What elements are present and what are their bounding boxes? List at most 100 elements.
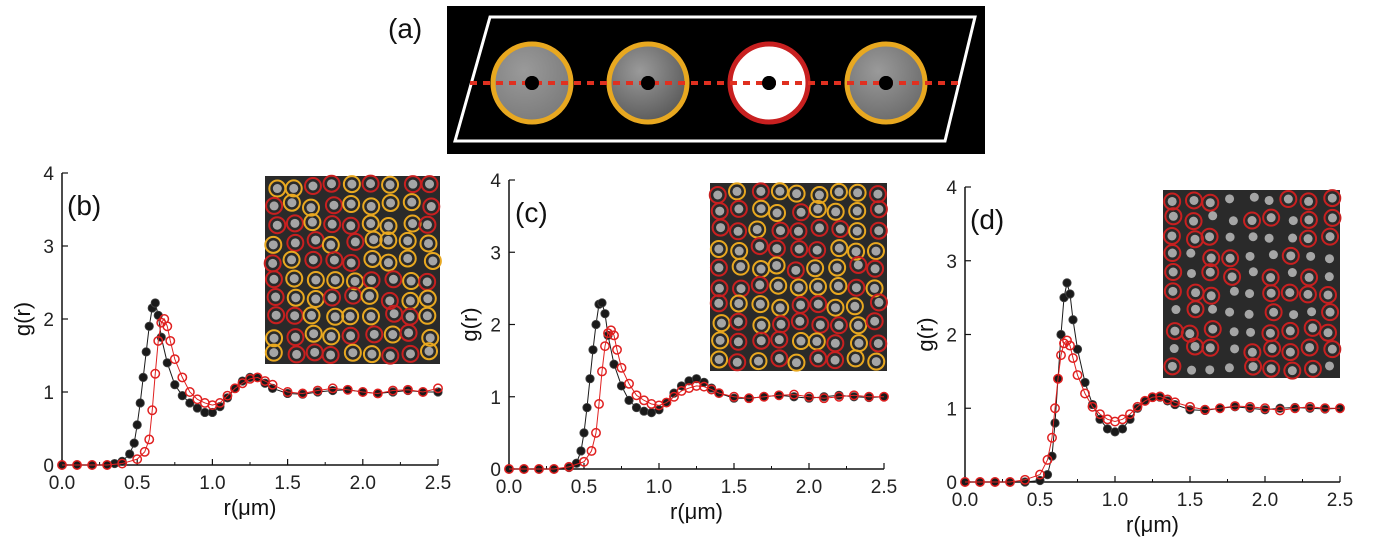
inset-particle [1247, 347, 1257, 357]
x-tick-label: 1.5 [274, 473, 300, 494]
inset-particle-ring [361, 174, 380, 193]
inset-particle [717, 318, 727, 328]
inset-particle-ring [1243, 211, 1262, 230]
y-tick-label: 4 [946, 178, 957, 199]
inset-particle-ring [403, 214, 422, 233]
inset-particle-ring [729, 222, 748, 241]
data-point-black [144, 321, 154, 331]
inset-particle [269, 348, 279, 358]
inset-particle-ring [342, 194, 361, 213]
inset-particle [1169, 344, 1179, 354]
inset-particle [813, 299, 823, 309]
panel-label: (b) [67, 190, 101, 221]
inset-particle-ring [869, 221, 888, 240]
inset-particle-ring [362, 197, 381, 216]
inset-particle [1228, 216, 1238, 226]
inset-particle [1306, 251, 1316, 261]
data-point-red [864, 391, 874, 402]
inset-particle [814, 190, 824, 200]
inset-particle-ring [809, 295, 828, 314]
inset-particle-ring [1184, 212, 1203, 231]
inset-particle [307, 217, 317, 227]
inset-particle [1324, 254, 1334, 264]
inset-particle-ring [1318, 285, 1337, 304]
inset-particle [870, 316, 880, 326]
inset-particle [1264, 195, 1274, 205]
inset-particle-ring [1263, 339, 1282, 358]
inset-particle-ring [362, 345, 381, 364]
inset-particle-ring [420, 175, 439, 194]
data-point-red [297, 388, 308, 399]
inset-particle-ring [826, 298, 845, 317]
inset-particle-ring [1281, 246, 1300, 265]
inset-particle [714, 354, 724, 364]
inset-particle [714, 263, 724, 273]
inset-particle-ring [379, 253, 398, 272]
inset-particle [1225, 253, 1235, 263]
inset-particle [425, 333, 435, 343]
inset-particle-ring [829, 316, 848, 335]
inset-particle-ring [323, 215, 342, 234]
inset-particle [854, 338, 864, 348]
data-point-red [1245, 401, 1255, 412]
data-point-red [57, 460, 67, 470]
inset-particle [1268, 250, 1278, 260]
inset-particle-ring [749, 352, 768, 371]
inset-particle [870, 283, 880, 293]
inset-particle [830, 355, 840, 365]
inset-particle-ring [786, 261, 805, 280]
inset-particle-ring [1164, 207, 1183, 226]
data-point-red [267, 379, 278, 390]
inset-particle-ring [810, 218, 829, 237]
inset-particle [383, 235, 393, 245]
inset-particle-ring [287, 345, 306, 364]
data-point-red [237, 378, 248, 389]
inset-particle [871, 246, 881, 256]
inset-particle [756, 204, 766, 214]
inset-particle-ring [808, 200, 827, 219]
data-point-red [162, 321, 173, 332]
inset-particle [796, 207, 806, 217]
inset-particle-ring [304, 324, 323, 343]
inset-particle [1190, 341, 1200, 351]
data-point-red [1072, 370, 1083, 381]
inset-particle-ring [303, 213, 322, 232]
data-point-red [586, 445, 597, 456]
data-point-black [600, 309, 610, 319]
inset-particle [1244, 309, 1254, 319]
inset-particle-ring [364, 230, 383, 249]
inset-particle [350, 237, 360, 247]
inset-particle [716, 223, 726, 233]
inset-particle [812, 245, 822, 255]
inset-particle-ring [398, 231, 417, 250]
inset-particle-ring [361, 307, 380, 326]
inset-particle [1225, 232, 1235, 242]
inset-particle [1168, 286, 1178, 296]
inset-particle-ring [847, 242, 866, 261]
inset-particle-ring [304, 250, 323, 269]
inset-particle-ring [264, 343, 283, 362]
inset-particle-ring [343, 343, 362, 362]
x-tick-label: 1.0 [1102, 490, 1128, 511]
inset-particle [713, 190, 723, 200]
inset-particle [736, 284, 746, 294]
inset-particle-ring [1323, 189, 1342, 208]
inset-particle [1323, 290, 1333, 300]
inset-particle [330, 275, 340, 285]
inset-particle [1229, 286, 1239, 296]
inset-particle-ring [365, 325, 384, 344]
inset-particle-ring [750, 275, 769, 294]
inset-particle-ring [847, 278, 866, 297]
data-point-red [975, 477, 985, 487]
data-point-red [789, 389, 799, 400]
inset-particle [776, 226, 786, 236]
data-point-red [849, 390, 859, 401]
inset-micrograph [1162, 189, 1342, 380]
inset-particle [308, 255, 318, 265]
data-point-red [72, 460, 82, 470]
inset-particle [793, 226, 803, 236]
inset-particle-ring [1283, 361, 1302, 380]
data-point-red [184, 387, 195, 397]
data-point-red [834, 391, 844, 402]
inset-particle [1305, 342, 1315, 352]
